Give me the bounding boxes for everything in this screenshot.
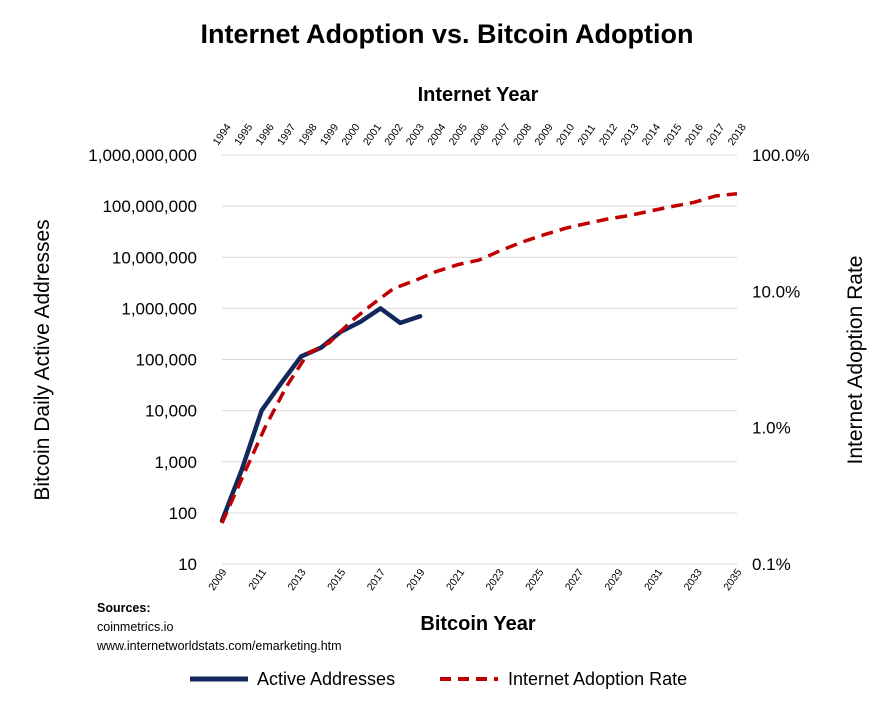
top-tick-label: 2004: [425, 122, 448, 148]
bottom-tick-label: 2017: [365, 567, 388, 593]
bottom-tick-label: 2013: [285, 567, 308, 593]
right-y-axis-title: Internet Adoption Rate: [844, 256, 867, 465]
top-tick-label: 2012: [597, 122, 620, 148]
top-tick-label: 2003: [404, 122, 427, 148]
bottom-tick-label: 2035: [721, 567, 744, 593]
bottom-tick-label: 2033: [682, 567, 705, 593]
left-tick-label: 10,000: [145, 402, 197, 421]
series-line-active-addresses: [219, 306, 423, 524]
top-tick-label: 2000: [339, 122, 362, 148]
top-tick-label: 2002: [382, 122, 405, 148]
bottom-tick-label: 2029: [602, 567, 625, 593]
left-tick-label: 1,000,000: [121, 299, 197, 318]
top-tick-label: 2015: [661, 122, 684, 148]
right-tick-label: 100.0%: [752, 146, 810, 165]
top-tick-label: 1999: [318, 122, 341, 148]
bottom-axis-ticks: 2009 2011 2013 2015 2017 2019 2021 2023 2025 2027…: [206, 567, 744, 593]
top-tick-label: 1994: [211, 122, 234, 148]
left-tick-label: 10: [178, 555, 197, 574]
left-tick-label: 1,000: [154, 453, 197, 472]
top-tick-label: 2007: [490, 122, 513, 148]
left-tick-label: 100,000,000: [102, 197, 197, 216]
top-tick-label: 2011: [575, 122, 598, 148]
gridlines: [222, 154, 737, 565]
left-tick-label: 100,000: [136, 351, 197, 370]
top-tick-label: 2016: [683, 122, 706, 148]
right-tick-label: 1.0%: [752, 419, 791, 438]
top-tick-label: 2017: [704, 122, 727, 148]
legend-label-internet-adoption-rate: Internet Adoption Rate: [508, 669, 687, 689]
right-tick-label: 10.0%: [752, 282, 800, 301]
chart-title: Internet Adoption vs. Bitcoin Adoption: [201, 19, 694, 49]
top-tick-label: 1995: [232, 122, 255, 148]
top-tick-label: 1997: [275, 122, 298, 148]
right-tick-label: 0.1%: [752, 555, 791, 574]
top-tick-label: 2013: [618, 122, 641, 148]
top-tick-label: 1996: [254, 122, 277, 148]
top-tick-label: 2018: [726, 122, 749, 148]
series-line-internet-adoption-rate: [220, 191, 738, 524]
top-tick-label: 2006: [468, 122, 491, 148]
bottom-tick-label: 2023: [484, 567, 507, 593]
top-tick-label: 2014: [640, 122, 663, 148]
legend: Active Addresses Internet Adoption Rate: [190, 669, 687, 689]
bottom-tick-label: 2025: [523, 567, 546, 593]
bottom-tick-label: 2021: [444, 567, 467, 593]
top-axis-ticks: 1994199519961997199819992000200120022003…: [211, 122, 749, 148]
sources-heading: Sources:: [97, 601, 151, 615]
bottom-tick-label: 2011: [246, 567, 269, 593]
bottom-tick-label: 2015: [325, 567, 348, 593]
top-tick-label: 2008: [511, 122, 534, 148]
right-axis-ticks: 0.1% 1.0% 10.0% 100.0%: [752, 146, 810, 574]
bottom-tick-label: 2009: [206, 567, 229, 593]
top-tick-label: 2010: [554, 122, 577, 148]
top-x-axis-title: Internet Year: [418, 84, 539, 106]
left-axis-ticks: 10 100 1,000 10,000 100,000 1,000,000 10,000,0…: [88, 146, 197, 574]
left-tick-label: 100: [169, 504, 197, 523]
top-tick-label: 2001: [361, 122, 384, 148]
bottom-tick-label: 2031: [642, 567, 665, 593]
left-tick-label: 1,000,000,000: [88, 146, 197, 165]
left-y-axis-title: Bitcoin Daily Active Addresses: [31, 219, 54, 500]
bottom-x-axis-title: Bitcoin Year: [420, 613, 535, 635]
bottom-tick-label: 2019: [404, 567, 427, 593]
series-lines: [219, 191, 738, 524]
top-tick-label: 2009: [533, 122, 556, 148]
left-tick-label: 10,000,000: [112, 248, 197, 267]
bottom-tick-label: 2027: [563, 567, 586, 593]
source-line-1: coinmetrics.io: [97, 620, 173, 634]
top-tick-label: 2005: [447, 122, 470, 148]
legend-label-active-addresses: Active Addresses: [257, 669, 395, 689]
source-line-2: www.internetworldstats.com/emarketing.ht…: [96, 639, 342, 653]
top-tick-label: 1998: [296, 122, 319, 148]
